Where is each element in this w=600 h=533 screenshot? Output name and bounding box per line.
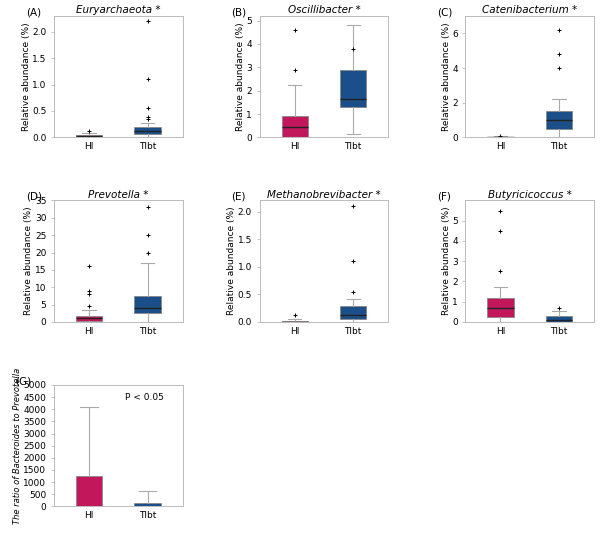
PathPatch shape	[340, 70, 367, 107]
Y-axis label: Relative abundance (%): Relative abundance (%)	[442, 207, 451, 316]
PathPatch shape	[76, 316, 102, 321]
Text: (E): (E)	[232, 192, 246, 202]
Text: (C): (C)	[437, 7, 452, 18]
Text: P < 0.05: P < 0.05	[125, 393, 164, 402]
Title: Catenibacterium *: Catenibacterium *	[482, 5, 577, 15]
Y-axis label: The ratio of Bacteroides to Prevotella: The ratio of Bacteroides to Prevotella	[13, 368, 22, 524]
PathPatch shape	[487, 297, 514, 317]
Title: Methanobrevibacter *: Methanobrevibacter *	[267, 190, 381, 200]
PathPatch shape	[546, 316, 572, 322]
Y-axis label: Relative abundance (%): Relative abundance (%)	[227, 207, 236, 316]
PathPatch shape	[281, 116, 308, 138]
Bar	[134, 503, 161, 506]
Text: (B): (B)	[232, 7, 247, 18]
Y-axis label: Relative abundance (%): Relative abundance (%)	[236, 22, 245, 131]
Title: Oscillibacter *: Oscillibacter *	[287, 5, 361, 15]
PathPatch shape	[76, 135, 102, 137]
Title: Euryarchaeota *: Euryarchaeota *	[76, 5, 161, 15]
Title: Butyricicoccus *: Butyricicoccus *	[488, 190, 572, 200]
Text: (F): (F)	[437, 192, 451, 202]
PathPatch shape	[281, 321, 308, 322]
Title: Prevotella *: Prevotella *	[88, 190, 149, 200]
Y-axis label: Relative abundance (%): Relative abundance (%)	[25, 207, 34, 316]
Bar	[76, 477, 102, 506]
PathPatch shape	[340, 306, 367, 319]
Y-axis label: Relative abundance (%): Relative abundance (%)	[22, 22, 31, 131]
PathPatch shape	[546, 111, 572, 128]
Text: (G): (G)	[16, 376, 32, 386]
PathPatch shape	[134, 296, 161, 313]
Text: (A): (A)	[26, 7, 41, 18]
PathPatch shape	[134, 127, 161, 134]
Text: (D): (D)	[26, 192, 42, 202]
Y-axis label: Relative abundance (%): Relative abundance (%)	[442, 22, 451, 131]
